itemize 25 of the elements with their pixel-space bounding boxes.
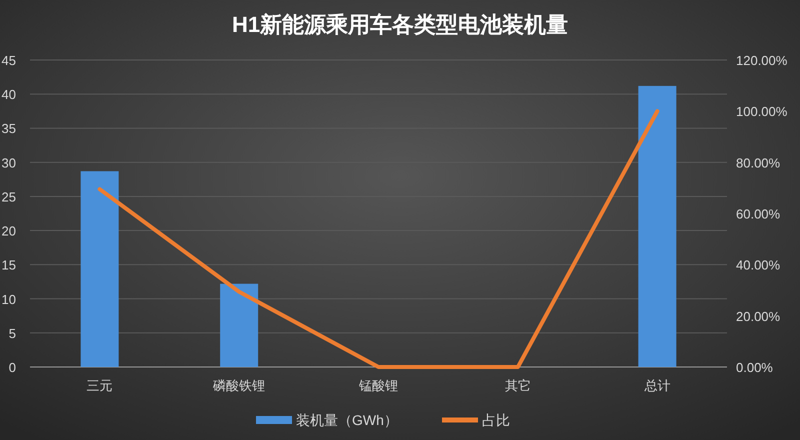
y-tick-label: 15 bbox=[2, 258, 16, 273]
y-tick-label: 25 bbox=[2, 189, 16, 204]
y2-tick-label: 40.00% bbox=[736, 258, 781, 273]
x-tick-label: 三元 bbox=[86, 378, 113, 393]
x-tick-label: 其它 bbox=[504, 378, 531, 393]
y-tick-label: 35 bbox=[2, 121, 16, 136]
title: H1新能源乘用车各类型电池装机量 bbox=[232, 12, 568, 37]
y-tick-label: 30 bbox=[2, 155, 16, 170]
y2-tick-label: 100.00% bbox=[736, 104, 788, 120]
y-tick-label: 20 bbox=[2, 224, 16, 239]
y-tick-label: 5 bbox=[8, 326, 16, 341]
y-tick-label: 40 bbox=[2, 87, 16, 102]
y2-tick-label: 60.00% bbox=[736, 206, 781, 222]
y2-tick-label: 0.00% bbox=[736, 360, 774, 375]
y2-tick-label: 120.00% bbox=[736, 53, 788, 68]
y2-tick-label: 20.00% bbox=[736, 308, 781, 324]
y-tick-label: 0 bbox=[8, 360, 16, 375]
x-tick-label: 锰酸锂 bbox=[358, 378, 398, 393]
y-tick-label: 45 bbox=[2, 53, 16, 68]
y2-tick-label: 80.00% bbox=[736, 155, 781, 170]
x-tick-label: 总计 bbox=[643, 378, 670, 393]
y-tick-label: 10 bbox=[2, 292, 16, 307]
legend-label: 装机量（GWh） bbox=[296, 412, 398, 428]
legend-label: 占比 bbox=[482, 412, 510, 428]
x-tick-label: 磷酸铁锂 bbox=[212, 378, 266, 393]
